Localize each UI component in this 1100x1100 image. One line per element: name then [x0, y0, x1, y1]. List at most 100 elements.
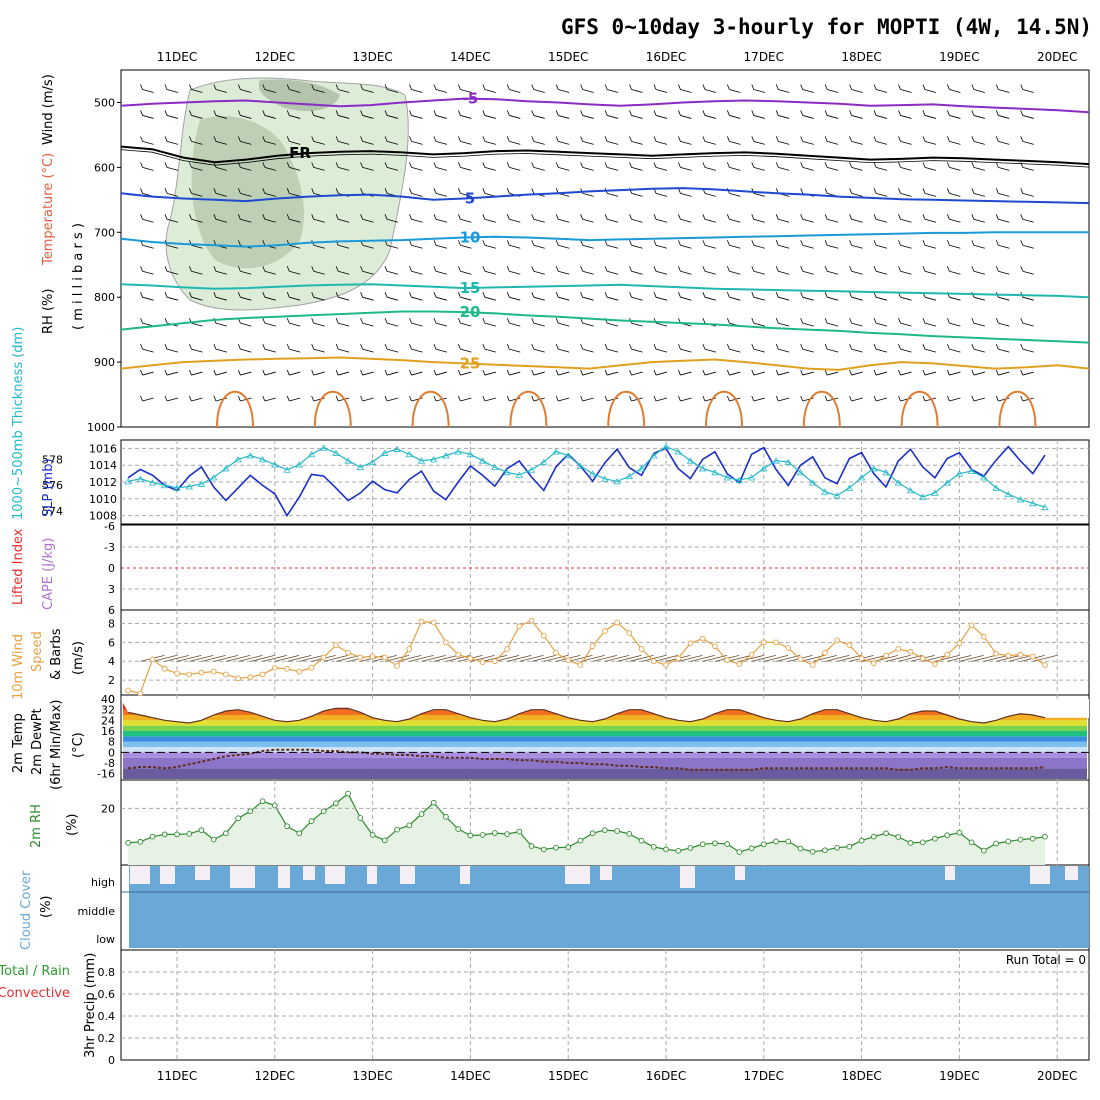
- thickness-point: [405, 450, 413, 458]
- wind-barb: [753, 166, 765, 171]
- wind-barb: [1022, 166, 1034, 171]
- wind-barb: [900, 218, 912, 223]
- wind-barb: [971, 110, 975, 116]
- rh-point: [956, 829, 963, 836]
- thickness-tick-label: 576: [42, 479, 63, 492]
- wind-barb: [900, 166, 912, 171]
- wind-barb: [824, 240, 828, 246]
- wind-barb: [775, 343, 779, 350]
- thickness-point: [882, 469, 890, 476]
- wind-barb: [262, 214, 266, 220]
- wind-barb: [949, 141, 961, 145]
- wind-barb: [458, 84, 461, 90]
- wind-barb: [875, 296, 888, 301]
- wind-barb: [851, 115, 863, 119]
- temp-contour-surface: [509, 390, 548, 428]
- wind-barb: [604, 343, 608, 350]
- wind-barb: [678, 292, 681, 298]
- wind-barb: [435, 89, 448, 93]
- wind-barb: [191, 371, 203, 376]
- wind-barb: [827, 166, 839, 171]
- wind-barb: [653, 266, 657, 272]
- wind-barb: [653, 214, 657, 220]
- wind-barb: [1020, 188, 1024, 194]
- wind-barb: [166, 270, 179, 275]
- wind-barb-10m: [1032, 655, 1058, 662]
- wind-barb: [729, 270, 741, 275]
- cloud-gap: [945, 866, 955, 880]
- wind-barb: [311, 214, 315, 220]
- thickness-point: [552, 448, 560, 455]
- wind-barb: [726, 266, 730, 272]
- wind-barb: [335, 343, 339, 350]
- wind-barb: [140, 395, 143, 402]
- wind-barb: [922, 317, 926, 324]
- wind-barb: [800, 162, 804, 168]
- wind-barb: [531, 317, 535, 324]
- cloud-level-label: middle: [77, 905, 115, 918]
- wind-barb: [824, 292, 828, 298]
- temp-tick-label: 40: [101, 693, 115, 706]
- wind-barb: [313, 371, 325, 376]
- thickness-point: [283, 466, 291, 473]
- wind-barb: [555, 317, 559, 324]
- rh-point: [712, 840, 718, 847]
- wind-barb: [898, 317, 901, 324]
- wind-barb: [213, 110, 217, 116]
- wind-barb: [849, 292, 852, 298]
- wind-barb: [606, 397, 619, 402]
- wind-barb: [264, 296, 276, 301]
- wind-barb: [164, 188, 168, 194]
- wind-barb-10m: [287, 655, 312, 662]
- temp-tick-label: 0: [108, 746, 115, 759]
- wind-barb: [678, 84, 681, 90]
- wind-barb: [142, 218, 154, 223]
- wind-barb: [411, 322, 423, 327]
- wind-barb: [313, 270, 325, 275]
- wind-barb: [313, 244, 325, 249]
- wind-barb: [778, 322, 790, 327]
- wind-barb: [460, 244, 472, 249]
- wind-barb: [335, 266, 339, 272]
- wind-barb: [335, 136, 339, 142]
- wind-barb: [142, 115, 154, 119]
- wind-barb: [213, 84, 217, 90]
- thickness-point: [368, 458, 377, 465]
- wind-barb: [142, 244, 154, 249]
- wind-barb: [924, 218, 937, 223]
- thickness-point: [332, 449, 340, 456]
- wind-barb: [824, 84, 828, 90]
- rh-point: [553, 844, 559, 851]
- wind-barb: [166, 397, 179, 402]
- wind-barb: [262, 84, 266, 90]
- wind-barb-10m: [690, 655, 715, 662]
- wind-barb: [606, 322, 619, 327]
- wind-barb: [384, 214, 388, 220]
- wind-barb: [264, 322, 276, 327]
- wind-barb: [606, 141, 619, 145]
- wind-barb: [922, 110, 926, 116]
- wind-barb-10m: [323, 655, 349, 662]
- thickness-point: [833, 492, 841, 499]
- wind-barb: [237, 343, 241, 350]
- wind-barb: [922, 240, 926, 246]
- wind-barb-10m: [947, 655, 972, 662]
- wind-barb: [851, 192, 863, 197]
- thickness-point: [980, 474, 988, 481]
- cloud-gap: [367, 866, 377, 884]
- wind-tick-label: 2: [108, 674, 115, 687]
- ylabel-temp-units: (°C): [71, 732, 86, 758]
- rh-point: [247, 808, 254, 815]
- wind-barb: [653, 343, 657, 350]
- rh-point: [834, 844, 841, 851]
- wind-barb: [726, 395, 730, 402]
- rh-point: [870, 833, 877, 840]
- cloud-cover-panel: high middle low: [77, 866, 1089, 948]
- thickness-point: [271, 461, 279, 468]
- wind-barb: [949, 348, 961, 353]
- wind-barb-10m: [592, 655, 617, 662]
- thickness-ylabels: 1000~500mb Thickness (dm) SLP (mb): [11, 327, 56, 520]
- wind-barb: [998, 192, 1010, 197]
- temp-tick-label: -8: [104, 757, 115, 770]
- wind-barb: [726, 343, 730, 350]
